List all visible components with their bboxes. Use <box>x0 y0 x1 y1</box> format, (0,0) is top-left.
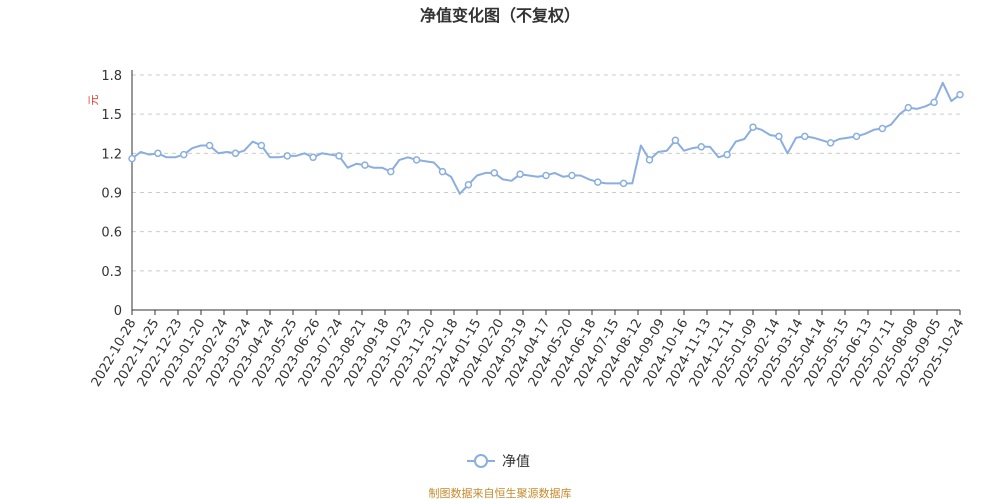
data-point[interactable] <box>594 178 602 186</box>
data-point[interactable] <box>516 170 524 178</box>
data-point[interactable] <box>361 161 369 169</box>
data-point[interactable] <box>697 143 706 151</box>
data-point[interactable] <box>309 153 317 162</box>
y-tick-label: 0.9 <box>101 187 122 202</box>
data-point[interactable] <box>412 156 421 164</box>
data-point[interactable] <box>205 141 214 150</box>
data-point[interactable] <box>231 149 240 158</box>
y-tick-label: 1.2 <box>101 147 122 162</box>
data-point[interactable] <box>490 169 499 177</box>
data-point[interactable] <box>801 132 809 141</box>
data-point[interactable] <box>930 98 938 107</box>
y-tick-label: 0.3 <box>101 265 122 280</box>
data-point[interactable] <box>749 123 757 131</box>
data-point[interactable] <box>128 154 136 163</box>
data-point[interactable] <box>619 179 628 188</box>
y-tick-label: 0 <box>114 304 122 319</box>
data-point[interactable] <box>387 167 395 176</box>
source-note: 制图数据来自恒生聚源数据库 <box>429 486 572 500</box>
data-point[interactable] <box>283 152 292 160</box>
data-point[interactable] <box>335 152 343 160</box>
legend-label: 净值 <box>502 454 530 470</box>
legend-marker <box>474 454 488 468</box>
data-point[interactable] <box>180 150 188 159</box>
data-point[interactable] <box>775 132 783 141</box>
y-tick-label: 1.5 <box>101 108 122 123</box>
data-point[interactable] <box>852 132 861 141</box>
data-point[interactable] <box>956 90 964 99</box>
data-point[interactable] <box>723 150 731 159</box>
data-point[interactable] <box>826 139 835 147</box>
data-point[interactable] <box>904 103 913 112</box>
legend[interactable]: 净值 <box>467 454 530 470</box>
data-point[interactable] <box>645 156 654 164</box>
x-axis: 2022-10-282022-11-252022-12-232023-01-20… <box>89 309 967 389</box>
data-point[interactable] <box>257 141 266 150</box>
data-point[interactable] <box>671 136 680 145</box>
data-point[interactable] <box>154 149 162 158</box>
y-axis-unit: 元 <box>87 95 100 106</box>
data-point[interactable] <box>878 124 887 133</box>
grid <box>132 74 960 272</box>
data-point[interactable] <box>438 167 447 176</box>
series-group <box>128 81 964 195</box>
y-tick-label: 1.8 <box>101 69 122 84</box>
data-point[interactable] <box>542 171 550 180</box>
data-point[interactable] <box>568 171 576 180</box>
chart-title: 净值变化图（不复权） <box>420 6 580 25</box>
y-axis: 0 0.3 0.6 0.9 1.2 1.5 1.8 <box>101 69 133 319</box>
y-tick-label: 0.6 <box>101 226 122 241</box>
data-point[interactable] <box>464 180 473 189</box>
